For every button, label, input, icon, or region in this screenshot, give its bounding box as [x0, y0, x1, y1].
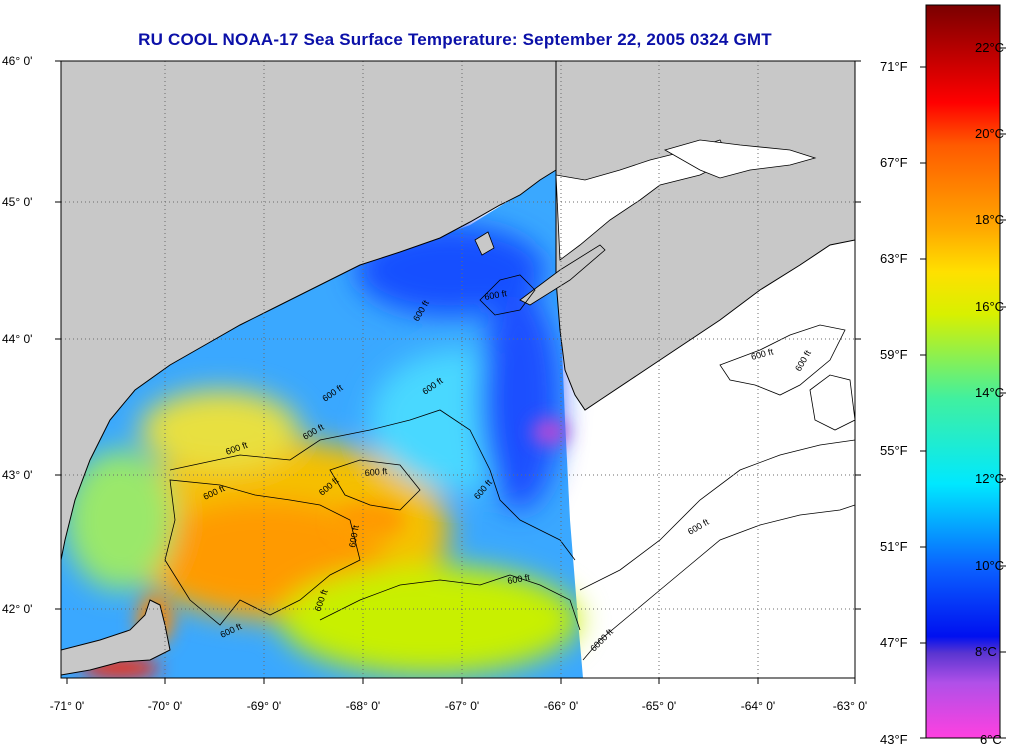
contour-sable-bank: [809, 374, 855, 431]
colorbar: 22°C 20°C 18°C 16°C 14°C 12°C 10°C 8°C 6…: [880, 4, 1006, 747]
colorbar-fahrenheit-label: 55°F: [880, 443, 908, 458]
colorbar-celsius-label: 6°C: [980, 732, 1002, 747]
lon-label: -71° 0': [50, 699, 84, 713]
latitude-labels: 46° 0' 45° 0' 44° 0' 43° 0' 42° 0': [2, 54, 32, 616]
sst-blue-east: [480, 290, 560, 510]
longitude-labels: -71° 0' -70° 0' -69° 0' -68° 0' -67° 0' …: [50, 699, 867, 713]
lon-label: -70° 0': [148, 699, 182, 713]
contour-scotian-shelf: [579, 439, 855, 591]
lon-label: -69° 0': [247, 699, 281, 713]
colorbar-celsius-label: 20°C: [975, 126, 1004, 141]
colorbar-gradient: [925, 4, 1001, 739]
contour-label: 600 ft: [347, 524, 361, 548]
colorbar-celsius-label: 18°C: [975, 212, 1004, 227]
contour-gulf-outer: [169, 409, 576, 561]
lat-label: 44° 0': [2, 332, 32, 346]
lon-label: -68° 0': [346, 699, 380, 713]
minas-basin: [663, 139, 817, 179]
lon-label: -66° 0': [544, 699, 578, 713]
map-title: RU COOL NOAA-17 Sea Surface Temperature:…: [138, 30, 772, 49]
contours: [164, 274, 855, 661]
lat-label: 45° 0': [2, 195, 32, 209]
lon-label: -64° 0': [741, 699, 775, 713]
map-area: 600 ft 600 ft 600 ft 600 ft 600 ft 600 f…: [61, 61, 855, 678]
contour-label: 600 ft: [484, 288, 508, 302]
colorbar-fahrenheit-label: 63°F: [880, 251, 908, 266]
graticule: [61, 61, 855, 678]
sst-green-west: [65, 450, 175, 590]
lat-label: 42° 0': [2, 602, 32, 616]
contour-label: 600 ft: [507, 572, 531, 586]
colorbar-celsius-label: 22°C: [975, 40, 1004, 55]
mount-desert-island: [474, 231, 495, 256]
sst-yellow-north: [140, 390, 300, 470]
sst-purple-patch: [532, 418, 568, 446]
colorbar-fahrenheit-label: 59°F: [880, 347, 908, 362]
sst-yellow-south: [280, 565, 580, 675]
colorbar-celsius-label: 12°C: [975, 471, 1004, 486]
lat-label: 43° 0': [2, 468, 32, 482]
land: [61, 61, 855, 676]
lat-label: 46° 0': [2, 54, 32, 68]
colorbar-ticks: [920, 47, 1006, 739]
colorbar-celsius-label: 14°C: [975, 385, 1004, 400]
lon-label: -67° 0': [445, 699, 479, 713]
contour-emerald-bank: [719, 324, 846, 396]
contour-jordan-basin: [479, 274, 536, 316]
colorbar-fahrenheit-label: 47°F: [880, 635, 908, 650]
colorbar-fahrenheit-label: 43°F: [880, 732, 908, 747]
contour-center-loops: [329, 459, 421, 511]
contour-label: 600 ft: [364, 466, 388, 478]
map-frame: [60, 60, 856, 679]
contour-georges-basin: [319, 574, 581, 631]
contour-wilkinson-basin: [164, 479, 361, 626]
colorbar-celsius-label: 16°C: [975, 299, 1004, 314]
colorbar-celsius-label: 10°C: [975, 558, 1004, 573]
colorbar-fahrenheit-label: 71°F: [880, 59, 908, 74]
colorbar-celsius-label: 8°C: [975, 644, 997, 659]
frame-ticks: [55, 60, 861, 684]
colorbar-fahrenheit-label: 51°F: [880, 539, 908, 554]
lon-label: -65° 0': [642, 699, 676, 713]
contour-shelf-edge-east: [582, 504, 855, 661]
land-new-england: [61, 61, 557, 561]
sst-orange-patch: [335, 502, 405, 538]
land-nova-scotia: [555, 61, 855, 411]
colorbar-fahrenheit-label: 67°F: [880, 155, 908, 170]
lon-label: -63° 0': [833, 699, 867, 713]
grand-manan: [519, 244, 606, 306]
